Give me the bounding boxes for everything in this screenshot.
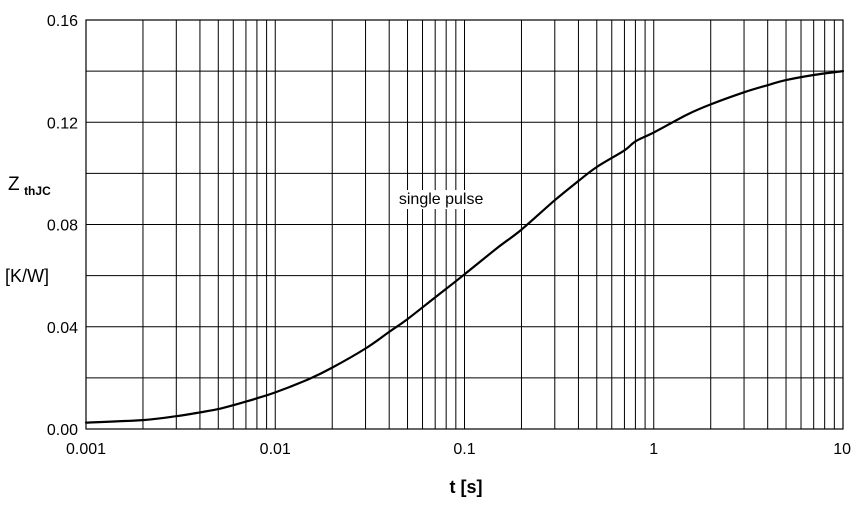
y-tick-label: 0.00 [47,422,78,439]
annotation-background [395,190,487,210]
annotation-single-pulse: single pulse [399,191,484,208]
y-tick-label: 0.16 [47,13,78,30]
y-tick-label: 0.04 [47,320,78,337]
tick-labels: 0.001 0.01 0.1 1 10 0.00 0.04 0.08 0.12 0.16 [47,13,851,458]
series-line-single-pulse [84,70,845,424]
grid [86,20,843,429]
plot-frame [85,19,844,430]
x-tick-label: 0.01 [260,441,291,458]
x-tick-label: 10 [833,441,851,458]
y-axis-unit: [K/W] [5,266,49,286]
y-axis-label: Z thJC [8,174,51,198]
x-axis-label: t [s] [450,477,483,497]
x-tick-label: 1 [649,441,658,458]
x-tick-label: 0.1 [453,441,475,458]
y-axis-label-main: Z [8,174,20,195]
y-tick-label: 0.12 [47,115,78,132]
x-tick-label: 0.001 [66,441,106,458]
y-axis-label-subscript: thJC [24,184,51,198]
y-tick-label: 0.08 [47,218,78,235]
